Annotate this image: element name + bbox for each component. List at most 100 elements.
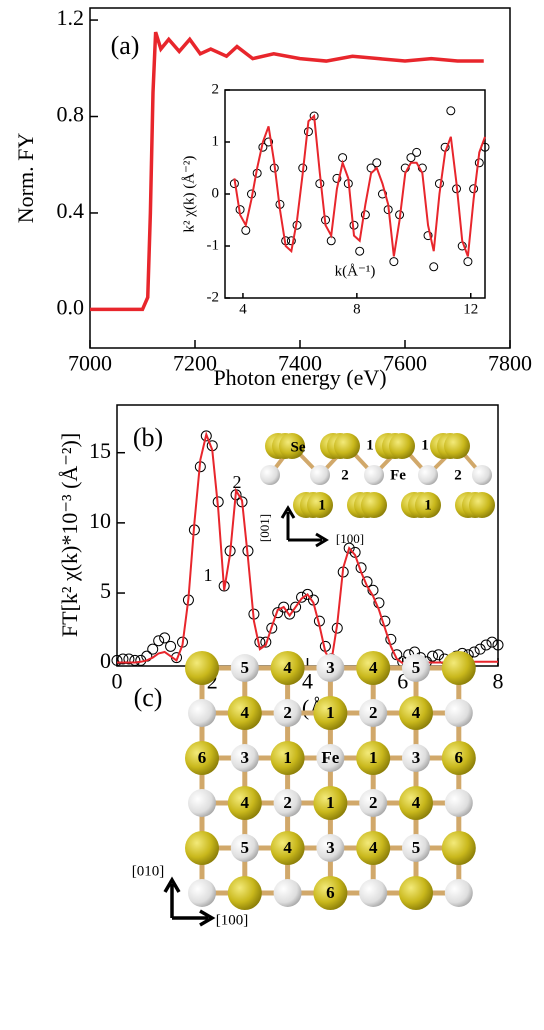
data-point (423, 231, 433, 241)
data-point (129, 654, 141, 666)
y-tick-label: 10 (89, 508, 111, 533)
fe-atom (316, 744, 345, 772)
atom-label: 1 (366, 437, 374, 453)
x-tick-label: 7000 (68, 351, 112, 376)
fe-atom (418, 465, 438, 485)
data-point (406, 153, 416, 163)
atom-label: 4 (241, 793, 250, 812)
se-atom (399, 876, 433, 910)
se-atom (227, 786, 262, 820)
se-atom (185, 651, 219, 685)
y-tick-label: 2 (212, 81, 220, 97)
axis-label: [100] (216, 912, 249, 928)
atom-label: 5 (241, 838, 250, 857)
data-point (153, 635, 165, 647)
atom-label: 4 (369, 658, 378, 677)
se-atom (356, 831, 391, 865)
fe-atom (230, 834, 259, 862)
atom-label: 2 (283, 703, 292, 722)
se-atom (444, 433, 470, 459)
panel-label: (c) (134, 683, 163, 712)
x-axis-label: k(Å⁻¹) (335, 263, 376, 279)
fe-atom (359, 879, 388, 907)
atom-label: 5 (412, 838, 421, 857)
data-point (355, 246, 365, 256)
atom-label: 3 (412, 748, 421, 767)
atom-label: 4 (369, 838, 378, 857)
se-atom (227, 876, 262, 910)
data-point (492, 639, 504, 651)
x-tick-label: 8 (353, 301, 361, 317)
x-tick-label: 7400 (278, 351, 322, 376)
se-atom (356, 651, 391, 685)
se-atom (334, 433, 360, 459)
data-point (111, 654, 123, 666)
x-tick-label: 0 (112, 669, 123, 694)
fe-atom (402, 654, 430, 682)
atom-label: 3 (326, 838, 335, 857)
y-tick-label: -2 (207, 289, 220, 305)
data-point (377, 189, 387, 199)
fe-atom (188, 879, 216, 907)
data-point (486, 636, 498, 648)
data-point (412, 147, 422, 157)
se-atom (307, 492, 333, 518)
fe-atom (444, 699, 473, 727)
peak-label: 2 (233, 472, 242, 492)
panel-label: (b) (133, 423, 163, 452)
y-tick-label: 0 (100, 648, 111, 673)
axis-label: [100] (336, 531, 364, 546)
y-tick-label: 0.4 (57, 198, 85, 223)
data-point (200, 430, 212, 442)
atom-label: 2 (369, 793, 378, 812)
x-tick-label: 7800 (488, 351, 532, 376)
atom-label: 1 (326, 793, 335, 812)
data-point (429, 262, 439, 272)
x-tick-label: 6 (397, 669, 408, 694)
data-point (272, 607, 284, 619)
fe-atom (359, 789, 388, 817)
fe-atom (310, 465, 330, 485)
x-tick-label: 4 (302, 669, 313, 694)
se-atom (313, 786, 348, 820)
fe-atom (188, 699, 216, 727)
y-tick-label: 5 (100, 578, 111, 603)
data-point (389, 257, 399, 267)
atom-label: 6 (326, 883, 335, 902)
atom-label: Fe (390, 467, 406, 483)
data-point (343, 542, 355, 554)
se-atom (399, 786, 433, 820)
atom-label: 1 (318, 497, 326, 513)
se-atom (313, 876, 348, 910)
se-atom (441, 831, 476, 865)
x-tick-label: 7200 (173, 351, 217, 376)
fe-atom (260, 465, 280, 485)
data-point (296, 591, 308, 603)
atom-label: 6 (198, 748, 207, 767)
data-point (264, 137, 274, 147)
y-tick-label: 0.0 (57, 294, 85, 319)
axis-label: [001] (257, 514, 272, 542)
data-line (233, 113, 486, 257)
x-axis-label: Photon energy (eV) (213, 365, 386, 390)
atom-label: 3 (241, 748, 250, 767)
y-tick-label: 1 (212, 133, 220, 149)
axis-arrow (280, 505, 329, 548)
data-point (123, 653, 135, 665)
se-atom (270, 651, 305, 685)
data-point (117, 653, 129, 665)
se-atom (441, 741, 476, 775)
axis-label: [010] (132, 863, 165, 879)
data-point (302, 588, 313, 600)
atom-label: 2 (341, 467, 349, 483)
fe-atom (472, 465, 492, 485)
data-point (290, 601, 302, 613)
x-tick-label: 8 (493, 669, 504, 694)
se-atom (270, 831, 305, 865)
data-line (90, 31, 484, 312)
fe-atom (188, 789, 216, 817)
data-point (468, 646, 480, 658)
fe-atom (444, 789, 473, 817)
atom-label: 1 (326, 703, 335, 722)
